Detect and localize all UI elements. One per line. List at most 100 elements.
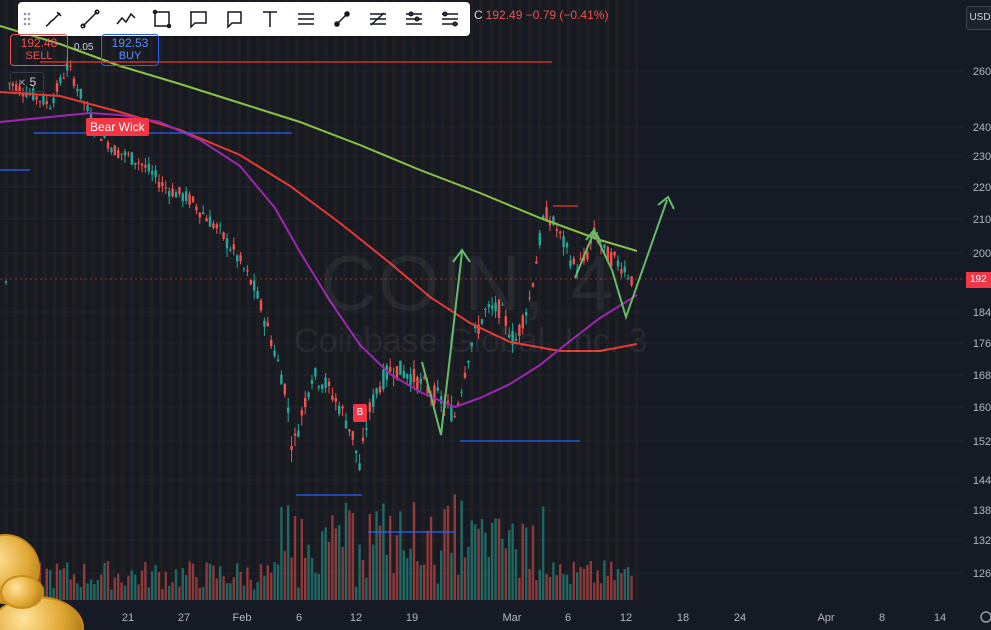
price-axis-label: 200 [973,248,991,260]
candle-body [225,238,229,249]
volume-bar [239,571,242,600]
note-icon[interactable] [216,2,252,36]
candle-body [49,108,52,110]
price-axis-label: 240 [973,122,991,134]
volume-bar [45,568,48,600]
projection-arrow-1 [421,251,463,436]
text-icon[interactable] [252,2,288,36]
brush-icon[interactable] [36,2,72,36]
candle-body [327,381,331,386]
candle-body [215,224,218,229]
horizontal-lines-icon[interactable] [288,2,324,36]
time-axis-label: 6 [296,612,302,624]
candle-body [18,85,21,93]
candle-body [355,450,358,454]
candle-body [161,182,164,187]
candle-body [117,149,120,158]
session-stripe [159,0,164,600]
candle-body [324,377,327,388]
candle-body [123,151,127,156]
rectangle-icon[interactable] [144,2,180,36]
candle-body [399,360,402,375]
volume-bar [154,565,157,600]
callout-icon[interactable] [180,2,216,36]
candle-body [474,325,477,329]
candle-body [351,431,354,440]
candle-body [504,316,507,326]
company-watermark: Coinbase Global, Inc. 3 [294,322,648,360]
volume-bar [96,580,99,600]
volume-bar [620,573,623,600]
volume-bar [66,562,69,600]
candle-body [307,392,310,398]
candle-body [293,433,297,436]
candle-body [368,402,371,412]
candle-body [508,335,511,338]
candle-body [463,372,467,378]
candle-body [144,165,147,168]
time-axis-label: Apr [817,612,834,624]
session-stripe [236,0,241,600]
volume-bar [297,587,300,600]
candle-body [256,290,259,299]
volume-bar [480,519,484,600]
volume-bar [436,583,439,600]
price-axis-label: 144 [973,475,991,487]
candle-body [72,78,76,87]
sell-button[interactable]: 192.48 SELL [10,34,68,66]
path-icon[interactable] [108,2,144,36]
volume-bar [525,527,528,600]
candle-body [8,82,11,84]
candle-body [11,83,14,86]
candle-body [154,170,157,177]
candle-body [157,181,161,188]
session-stripe [450,0,455,600]
time-axis-label: 12 [350,612,362,624]
candle-body [511,330,514,345]
ema-mid-line [0,91,638,352]
volume-bar [586,565,589,600]
fib-icon[interactable] [360,2,396,36]
ray-icon[interactable] [324,2,360,36]
volume-bar [293,516,297,600]
session-stripe [168,0,173,600]
volume-bar [76,583,79,600]
trend-line-icon[interactable] [72,2,108,36]
candle-body [164,187,167,189]
currency-button[interactable]: USD [966,6,991,30]
drag-handle-icon[interactable] [18,2,36,36]
interval-selector[interactable]: ✕ 5 [10,72,44,92]
volume-bar [572,561,575,600]
volume-bar [140,570,144,600]
candle-body [52,97,55,104]
session-stripe [556,0,561,600]
volume-bar [576,572,579,600]
levels-icon[interactable] [396,2,432,36]
candle-body [623,266,626,273]
candle-body [453,415,456,417]
volume-bar [409,548,412,600]
candle-body [334,397,337,402]
volume-bar [246,567,249,600]
session-stripe [217,0,222,600]
session-stripe [421,0,426,600]
settings-lines-icon[interactable] [432,2,468,36]
candle-body [181,193,184,202]
volume-bar [630,575,633,600]
candle-body [406,374,409,379]
session-stripe [333,0,338,600]
candle-body [460,391,463,393]
candle-body [372,394,375,408]
session-stripe [372,0,377,600]
candle-body [127,153,130,155]
volume-bar [202,586,205,600]
buy-marker: B [353,404,367,422]
candle-body [484,309,487,311]
volume-bar [603,560,606,600]
volume-bar [137,584,140,600]
buy-button[interactable]: 192.53 BUY [101,34,159,66]
candle-body [130,152,133,165]
session-stripe [130,0,135,600]
